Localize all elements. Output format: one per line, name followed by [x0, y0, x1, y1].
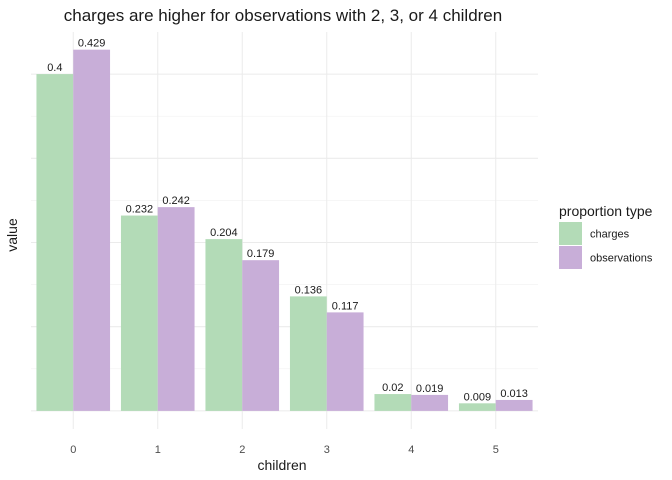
bar-observations-4 — [411, 394, 449, 411]
bar-charges-2 — [205, 239, 243, 411]
x-tick-label-3: 3 — [324, 444, 330, 456]
bar-observations-1 — [157, 207, 195, 411]
legend-key-observations — [559, 246, 582, 269]
legend-title: proportion type — [559, 203, 653, 219]
x-axis-title: children — [257, 457, 306, 473]
bar-charges-1 — [120, 215, 158, 411]
legend: proportion type charges observations — [559, 203, 653, 269]
legend-label-charges: charges — [590, 229, 630, 241]
bar-charges-0 — [36, 74, 74, 411]
y-axis-title: value — [4, 218, 20, 252]
series-observations: 0.429 0.242 0.179 0.117 0.019 0.013 — [73, 38, 533, 411]
series-charges: 0.4 0.232 0.204 0.136 0.02 0.009 — [36, 62, 496, 411]
data-label-observations-0: 0.429 — [78, 38, 106, 50]
bar-charges-4 — [374, 394, 412, 411]
x-tick-label-0: 0 — [70, 444, 76, 456]
x-axis-ticks: 0 1 2 3 4 5 — [70, 444, 499, 456]
data-label-observations-4: 0.019 — [416, 383, 444, 395]
bar-charges-5 — [458, 403, 496, 411]
data-label-charges-1: 0.232 — [126, 204, 154, 216]
data-label-charges-4: 0.02 — [382, 382, 403, 394]
bar-observations-3 — [326, 312, 364, 411]
x-tick-label-2: 2 — [239, 444, 245, 456]
legend-key-charges — [559, 222, 582, 245]
data-label-observations-2: 0.179 — [247, 248, 275, 260]
x-tick-label-4: 4 — [408, 444, 414, 456]
bar-observations-5 — [495, 399, 533, 411]
data-label-observations-5: 0.013 — [500, 388, 528, 400]
legend-label-observations: observations — [590, 253, 653, 265]
data-label-charges-5: 0.009 — [464, 391, 492, 403]
x-tick-label-1: 1 — [155, 444, 161, 456]
data-label-charges-3: 0.136 — [295, 284, 323, 296]
data-label-charges-2: 0.204 — [210, 227, 238, 239]
x-tick-label-5: 5 — [493, 444, 499, 456]
chart-title: charges are higher for observations with… — [64, 6, 502, 25]
plot-panel: 0.4 0.232 0.204 0.136 0.02 0.009 0.429 0.242 0.1… — [31, 32, 538, 456]
data-label-charges-0: 0.4 — [47, 62, 62, 74]
bar-observations-0 — [73, 49, 111, 411]
data-label-observations-1: 0.242 — [162, 195, 190, 207]
bar-charges-3 — [289, 296, 327, 411]
data-label-observations-3: 0.117 — [332, 300, 359, 312]
bar-observations-2 — [242, 260, 280, 411]
